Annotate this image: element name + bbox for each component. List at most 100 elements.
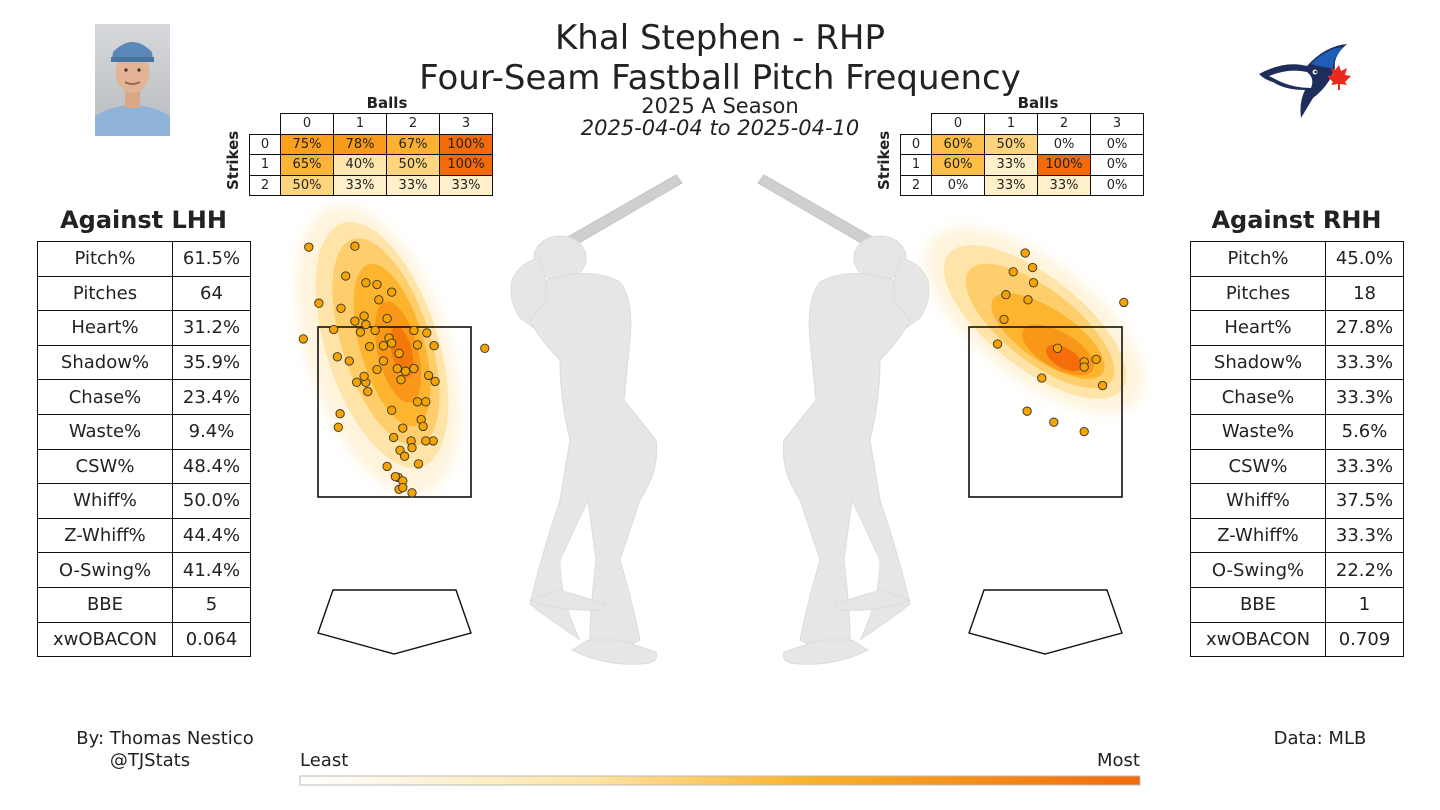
count-cell: 0%	[1090, 133, 1144, 155]
count-row: 2 50% 33% 33% 33%	[249, 174, 493, 196]
pitch-point	[394, 348, 404, 359]
stat-row: Chase% 23.4%	[37, 379, 251, 415]
pitch-point	[399, 451, 410, 461]
pitch-point	[1028, 278, 1039, 288]
stat-row: Chase% 33.3%	[1190, 379, 1404, 415]
count-cell: 40%	[333, 154, 387, 176]
pitch-point	[359, 311, 369, 321]
count-cell: 100%	[1037, 154, 1091, 176]
stat-value: 5	[172, 586, 251, 623]
stat-label: CSW%	[37, 448, 173, 485]
stat-row: Pitch% 61.5%	[37, 241, 251, 277]
pitch-point	[1027, 262, 1038, 273]
pitch-point	[298, 334, 308, 344]
stat-row: Whiff% 50.0%	[37, 483, 251, 519]
stat-label: Chase%	[1190, 379, 1326, 415]
pitch-point	[1008, 267, 1018, 277]
pitch-point	[363, 386, 373, 397]
stat-label: xwOBACON	[1190, 621, 1326, 658]
pitch-point	[359, 371, 369, 381]
rhh-strike-zone	[968, 326, 1123, 498]
pitch-point	[423, 370, 434, 381]
pitch-point	[1022, 406, 1032, 416]
pitch-point	[429, 341, 439, 351]
pitch-point	[1023, 295, 1033, 305]
stat-value: 45.0%	[1325, 241, 1404, 277]
stat-value: 0.709	[1325, 621, 1404, 658]
pitch-point	[1119, 297, 1129, 308]
stat-label: Shadow%	[37, 344, 173, 381]
count-cell: 50%	[280, 174, 334, 196]
pitch-point	[332, 352, 343, 362]
stat-row: Z-Whiff% 44.4%	[37, 517, 251, 554]
count-row: 2 0% 33% 33% 0%	[900, 174, 1144, 196]
count-cell: 33%	[333, 174, 387, 196]
pitch-point	[396, 375, 406, 385]
stat-value: 1	[1325, 586, 1404, 623]
stat-row: Shadow% 35.9%	[37, 344, 251, 381]
rhh-count-table: 0 1 2 3 0 60% 50% 0% 0% 1 60% 33% 100% 0% 2 0% 33% 33% 0%	[900, 113, 1144, 196]
pitch-point	[333, 422, 343, 432]
stat-label: O-Swing%	[1190, 552, 1326, 588]
rhh-balls-label: Balls	[1017, 94, 1059, 112]
pitch-point	[1052, 343, 1063, 353]
pitch-point	[1020, 248, 1030, 258]
pitch-point	[1091, 354, 1101, 364]
stat-label: BBE	[37, 586, 173, 623]
season-label: 2025 A Season	[641, 94, 799, 118]
count-cell: 75%	[280, 133, 334, 155]
legend-least-label: Least	[300, 750, 349, 771]
lhh-stats-table: Pitch% 61.5% Pitches 64 Heart% 31.2% Shadow% 35…	[37, 241, 251, 658]
pitch-point	[374, 295, 384, 305]
stat-value: 44.4%	[172, 517, 251, 554]
stat-label: Waste%	[37, 413, 173, 450]
lhh-strike-zone	[317, 326, 472, 498]
pitch-point	[398, 482, 408, 493]
pitch-point	[372, 364, 382, 375]
pitch-point	[1001, 290, 1011, 300]
rhh-home-plate	[968, 589, 1123, 655]
pitch-point	[387, 287, 397, 297]
rhh-title: Against RHH	[1211, 206, 1382, 234]
stat-value: 50.0%	[172, 483, 251, 519]
stat-value: 37.5%	[1325, 483, 1404, 519]
rhh-density	[926, 227, 1144, 413]
pitch-point	[413, 459, 424, 469]
stat-value: 22.2%	[1325, 552, 1404, 588]
stat-row: CSW% 48.4%	[37, 448, 251, 485]
stat-row: xwOBACON 0.064	[37, 621, 251, 658]
count-cell: 33%	[984, 174, 1038, 196]
lhh-title: Against LHH	[60, 206, 227, 234]
count-row: 1 60% 33% 100% 0%	[900, 154, 1144, 176]
stat-value: 0.064	[172, 621, 251, 658]
pitch-point	[412, 397, 423, 407]
stat-value: 33.3%	[1325, 448, 1404, 485]
pitch-point	[350, 241, 360, 251]
pitch-point	[480, 343, 490, 353]
pitch-point	[421, 397, 431, 407]
page-title: Khal Stephen - RHP	[555, 18, 885, 58]
pitch-point	[378, 356, 389, 366]
stat-row: O-Swing% 22.2%	[1190, 552, 1404, 588]
stat-row: CSW% 33.3%	[1190, 448, 1404, 485]
count-cell: 33%	[439, 174, 493, 196]
count-cell: 65%	[280, 154, 334, 176]
count-row: 0 75% 78% 67% 100%	[249, 133, 493, 155]
count-cell: 67%	[386, 133, 440, 155]
pitch-point	[388, 432, 399, 443]
stat-value: 31.2%	[172, 310, 251, 346]
pitch-point	[387, 338, 397, 348]
count-cell: 0%	[1090, 154, 1144, 176]
stat-row: BBE 5	[37, 586, 251, 623]
pitch-point	[387, 405, 397, 415]
count-cell: 0%	[1090, 174, 1144, 196]
pitch-point	[350, 316, 360, 326]
team-logo	[1259, 44, 1351, 118]
stat-row: Waste% 9.4%	[37, 413, 251, 450]
stat-label: O-Swing%	[37, 552, 173, 588]
lhh-batter-silhouette	[510, 174, 683, 665]
lhh-pitch-points	[298, 241, 490, 498]
stat-value: 61.5%	[172, 241, 251, 277]
page-subtitle: Four-Seam Fastball Pitch Frequency	[419, 58, 1021, 98]
count-cell: 33%	[386, 174, 440, 196]
